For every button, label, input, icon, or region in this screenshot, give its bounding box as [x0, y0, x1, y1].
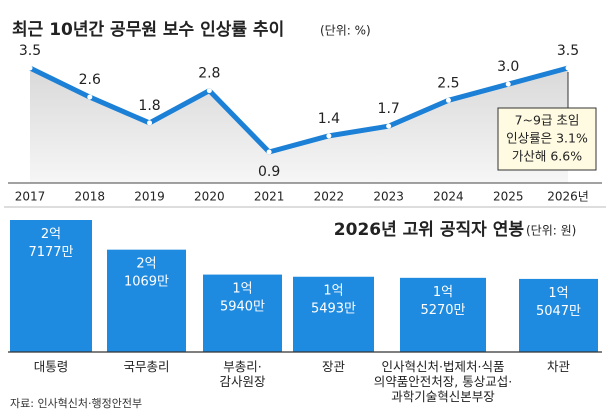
- category-label: 대통령: [34, 359, 69, 374]
- value-label: 2.8: [198, 66, 220, 82]
- category-label: 국무총리: [123, 359, 169, 374]
- chart-title: 최근 10년간 공무원 보수 인상률 추이: [12, 20, 284, 40]
- bar: [203, 274, 282, 352]
- x-tick-label: 2017: [15, 190, 46, 204]
- x-tick-label: 2026년: [547, 190, 589, 204]
- annotation: 가산해 6.6%: [512, 149, 582, 164]
- bar: [293, 276, 374, 352]
- category-label: 인사혁신처·법제처·식품 의약품안전처장, 통상교섭· 과학기술혁신본부장: [374, 359, 512, 404]
- value-label: 1.4: [318, 111, 340, 127]
- x-tick-label: 2020: [194, 190, 225, 204]
- bar: [10, 220, 92, 352]
- point: [87, 94, 93, 100]
- category-label: 부총리· 감사원장: [219, 359, 266, 389]
- value-label: 3.0: [497, 59, 519, 75]
- value-label: 3.5: [557, 43, 579, 59]
- point: [266, 149, 272, 155]
- value-label: 1억 5047만: [536, 285, 581, 318]
- value-label: 2.5: [437, 75, 459, 91]
- value-label: 1억 5493만: [311, 283, 356, 316]
- point: [27, 65, 33, 71]
- x-tick-label: 2018: [75, 190, 106, 204]
- value-label: 2억 1069만: [124, 256, 169, 289]
- value-label: 2억 7177만: [28, 227, 73, 260]
- point: [206, 88, 212, 94]
- unit-label: (단위: 원): [526, 224, 576, 238]
- value-label: 1.8: [138, 98, 160, 114]
- unit-label: (단위: %): [320, 24, 371, 38]
- value-label: 1억 5270만: [420, 284, 465, 317]
- bar: [519, 278, 598, 352]
- source: 자료: 인사혁신처·행정안전부: [10, 397, 142, 410]
- x-tick-label: 2021: [254, 190, 285, 204]
- line-chart: 3.5 2017 2.6 2018 1.8 2019 2.8 2020 0.9 2021 1.4 20…: [15, 43, 597, 204]
- category-label: 장관: [322, 359, 346, 374]
- point: [326, 133, 332, 139]
- value-label: 1억 5940만: [220, 281, 265, 314]
- value-label: 1.7: [378, 101, 400, 117]
- annotation-box: [497, 107, 597, 171]
- chart-title: 2026년 고위 공직자 연봉: [334, 220, 525, 240]
- annotation: 7~9급 초임: [515, 113, 580, 128]
- x-tick-label: 2024: [433, 190, 464, 204]
- area: [30, 68, 568, 183]
- point: [147, 120, 153, 126]
- point: [505, 81, 511, 87]
- x-tick-label: 2025: [493, 190, 524, 204]
- annotation: 인상률은 3.1%: [506, 131, 588, 146]
- category-label: 차관: [547, 359, 571, 374]
- line: [28, 65, 569, 155]
- point: [445, 97, 451, 103]
- x-tick-label: 2022: [314, 190, 345, 204]
- bar: [107, 249, 186, 352]
- point: [386, 123, 392, 129]
- value-label: 2.6: [79, 72, 101, 88]
- value-label: 0.9: [258, 164, 280, 180]
- bar: [400, 277, 486, 352]
- point: [565, 65, 571, 71]
- x-tick-label: 2019: [134, 190, 165, 204]
- x-tick-label: 2023: [373, 190, 404, 204]
- value-label: 3.5: [19, 43, 41, 59]
